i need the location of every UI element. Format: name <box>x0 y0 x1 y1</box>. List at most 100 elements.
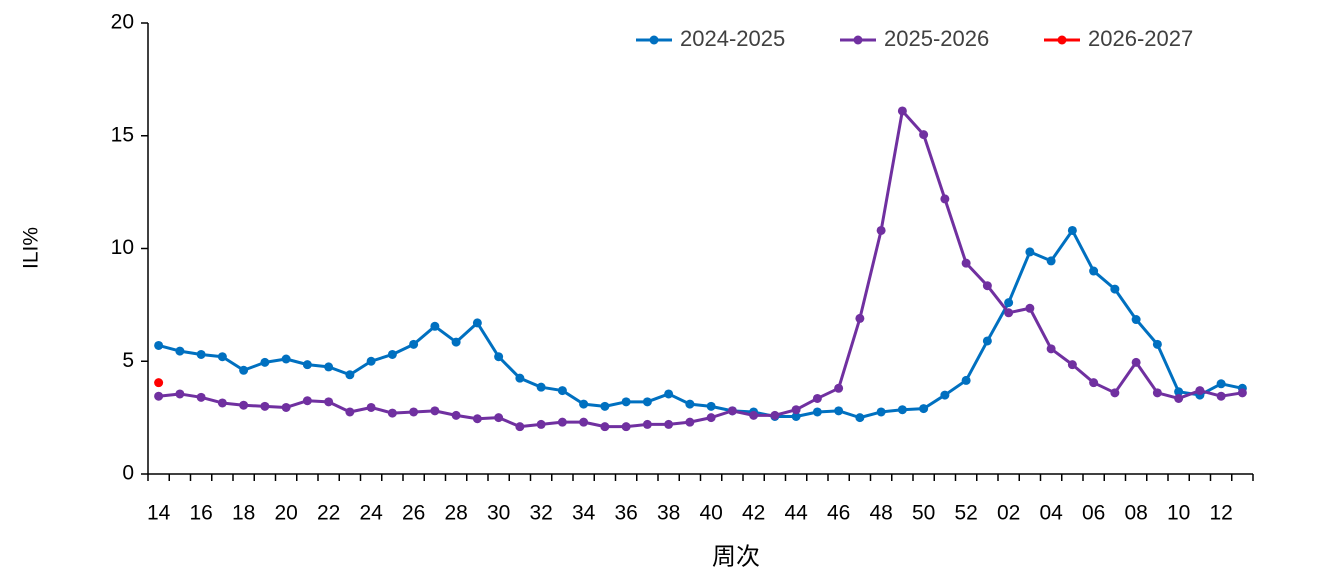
point <box>812 393 822 403</box>
x-tick-label: 10 <box>1167 502 1190 525</box>
point <box>1046 344 1056 354</box>
point <box>1152 388 1162 398</box>
point <box>409 407 419 417</box>
point <box>642 419 652 429</box>
point <box>1174 393 1184 403</box>
point <box>515 422 525 432</box>
point <box>281 354 291 364</box>
point <box>940 390 950 400</box>
point <box>961 375 971 385</box>
point <box>897 405 907 415</box>
y-axis-label: ILI% <box>20 227 43 269</box>
point <box>1067 225 1077 235</box>
y-tick-label: 0 <box>122 462 134 485</box>
point <box>961 258 971 268</box>
point <box>940 194 950 204</box>
x-tick-label: 40 <box>699 502 722 525</box>
x-tick-label: 16 <box>189 502 212 525</box>
point <box>472 318 482 328</box>
point <box>1025 303 1035 313</box>
point <box>834 383 844 393</box>
x-tick-label: 24 <box>359 502 383 525</box>
y-tick-label: 20 <box>111 11 134 34</box>
legend-label: 2025-2026 <box>884 26 989 51</box>
point <box>281 402 291 412</box>
point <box>642 397 652 407</box>
point <box>302 396 312 406</box>
point <box>175 389 185 399</box>
x-tick-label: 14 <box>147 502 171 525</box>
x-tick-label: 18 <box>232 502 255 525</box>
point <box>919 130 929 140</box>
point <box>324 397 334 407</box>
point <box>557 386 567 396</box>
point <box>1089 266 1099 276</box>
point <box>536 382 546 392</box>
legend-marker <box>853 35 863 45</box>
point <box>387 349 397 359</box>
point <box>982 336 992 346</box>
point <box>1131 315 1141 325</box>
point <box>1131 357 1141 367</box>
point <box>217 398 227 408</box>
point <box>791 411 801 421</box>
point <box>855 413 865 423</box>
point <box>409 339 419 349</box>
legend-marker <box>1057 35 1067 45</box>
y-tick-label: 5 <box>122 349 134 372</box>
point <box>1216 391 1226 401</box>
point <box>685 399 695 409</box>
point <box>706 401 716 411</box>
x-tick-label: 08 <box>1124 502 1147 525</box>
point <box>1110 388 1120 398</box>
point <box>1110 284 1120 294</box>
point <box>982 281 992 291</box>
point <box>345 407 355 417</box>
point <box>1004 298 1014 308</box>
point <box>919 404 929 414</box>
point <box>1152 339 1162 349</box>
point <box>154 378 164 388</box>
point <box>345 370 355 380</box>
x-axis-label: 周次 <box>712 543 760 570</box>
x-tick-label: 46 <box>827 502 850 525</box>
point <box>1089 378 1099 388</box>
point <box>791 405 801 415</box>
point <box>1046 256 1056 266</box>
point <box>451 337 461 347</box>
point <box>472 414 482 424</box>
x-tick-label: 26 <box>402 502 425 525</box>
point <box>812 407 822 417</box>
point <box>536 419 546 429</box>
x-tick-label: 04 <box>1039 502 1063 525</box>
y-tick-label: 15 <box>111 123 134 146</box>
point <box>770 410 780 420</box>
point <box>1195 386 1205 396</box>
point <box>1025 247 1035 257</box>
point <box>260 357 270 367</box>
point <box>217 352 227 362</box>
legend-label: 2024-2025 <box>680 26 785 51</box>
point <box>855 313 865 323</box>
legend-label: 2026-2027 <box>1088 26 1193 51</box>
point <box>1174 387 1184 397</box>
point <box>196 392 206 402</box>
point <box>579 399 589 409</box>
point <box>1067 360 1077 370</box>
x-tick-label: 32 <box>529 502 552 525</box>
point <box>494 352 504 362</box>
point <box>302 360 312 370</box>
point <box>664 419 674 429</box>
point <box>749 410 759 420</box>
point <box>239 400 249 410</box>
point <box>557 417 567 427</box>
point <box>154 391 164 401</box>
y-tick-label: 10 <box>111 236 134 259</box>
x-tick-label: 42 <box>742 502 765 525</box>
x-tick-label: 12 <box>1209 502 1232 525</box>
x-tick-label: 52 <box>954 502 977 525</box>
point <box>727 406 737 416</box>
x-tick-label: 50 <box>912 502 935 525</box>
point <box>154 340 164 350</box>
